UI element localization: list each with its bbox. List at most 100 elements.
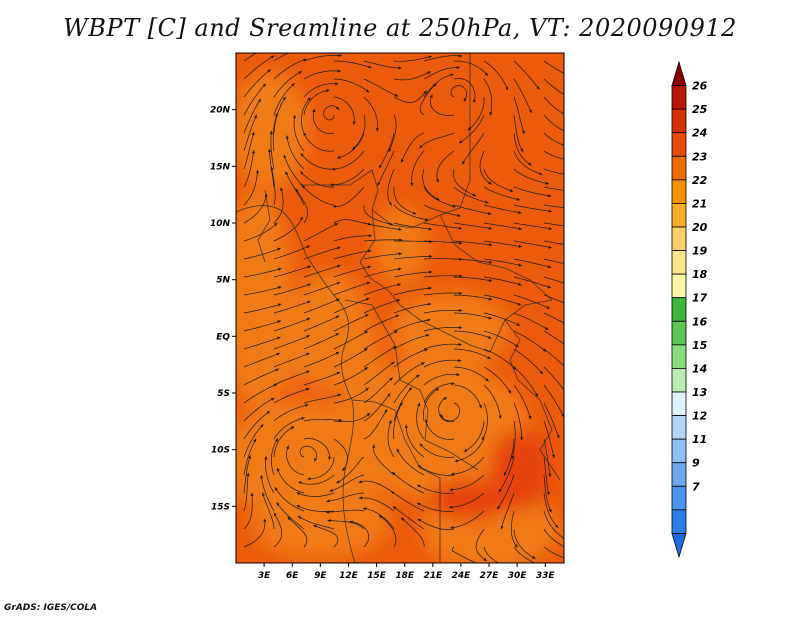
temperature-patch — [250, 480, 390, 560]
colorbar-swatch — [671, 273, 687, 299]
streamline — [416, 484, 455, 494]
streamline — [498, 456, 515, 493]
streamline-arrow — [433, 83, 437, 87]
streamline-arrow — [276, 502, 280, 506]
streamline — [543, 96, 564, 115]
streamline — [513, 528, 536, 560]
streamline-arrow — [529, 109, 532, 113]
streamline — [243, 193, 267, 224]
map-area — [236, 45, 582, 571]
streamline-arrow — [275, 438, 278, 442]
streamline-arrow — [389, 377, 393, 381]
streamline — [243, 518, 266, 548]
streamline-arrow — [401, 517, 405, 521]
streamline-arrow — [579, 208, 582, 211]
streamline-arrow — [571, 549, 575, 552]
streamline-arrow — [384, 409, 388, 413]
streamline-arrow — [328, 456, 331, 460]
streamline-arrow — [306, 245, 310, 249]
streamline-arrow — [509, 568, 513, 571]
streamline — [453, 258, 493, 264]
x-tick-label: 33E — [536, 571, 556, 581]
streamline — [396, 448, 425, 476]
streamline-arrow — [280, 187, 284, 191]
streamline-arrow — [515, 344, 519, 348]
streamline — [422, 168, 440, 201]
streamline-arrow — [303, 132, 307, 136]
streamline-arrow — [545, 326, 549, 330]
streamline — [436, 150, 455, 183]
streamline — [453, 204, 492, 215]
colorbar-label: 16 — [692, 315, 708, 328]
streamline-arrow — [388, 148, 392, 152]
streamline — [513, 222, 552, 230]
streamline — [543, 186, 564, 191]
chart-title: WBPT [C] and Sreamline at 250hPa, VT: 20… — [63, 14, 737, 42]
streamline — [333, 235, 372, 242]
streamline — [243, 222, 278, 242]
streamline-arrow — [419, 145, 423, 149]
y-axis: 20N 15N 10N 5N EQ 5S 10S 15S — [210, 106, 236, 512]
streamline — [333, 281, 371, 296]
streamline-arrow — [483, 558, 487, 562]
streamline-arrow — [397, 283, 401, 287]
streamline-arrow — [498, 415, 502, 419]
streamline — [273, 83, 295, 116]
streamline — [543, 348, 564, 367]
streamline — [423, 73, 454, 98]
streamline-arrow — [518, 210, 522, 214]
streamline — [273, 426, 295, 458]
streamline-arrow — [277, 320, 281, 324]
streamline — [543, 114, 564, 132]
streamline — [363, 60, 402, 69]
y-tick-label: 15N — [210, 162, 231, 172]
streamline-arrow — [275, 368, 279, 372]
streamline — [543, 456, 550, 496]
streamline-arrow — [395, 314, 399, 318]
streamline-arrow — [425, 419, 428, 423]
streamline-arrow — [285, 135, 289, 139]
streamline — [393, 90, 428, 103]
streamline — [243, 131, 255, 170]
streamline — [467, 96, 485, 131]
streamline-arrow — [306, 45, 309, 48]
streamline-arrow — [295, 188, 299, 192]
streamline-arrow — [314, 458, 317, 462]
streamline — [449, 492, 485, 508]
streamline-arrow — [366, 281, 371, 285]
streamline — [299, 445, 317, 462]
streamline — [243, 352, 281, 368]
streamline — [326, 492, 365, 502]
streamline — [387, 168, 395, 206]
streamline-arrow — [520, 148, 524, 152]
streamline — [243, 410, 271, 440]
streamline-arrow — [396, 299, 400, 303]
streamline — [303, 418, 343, 422]
streamline-arrow — [391, 491, 395, 495]
streamline-arrow — [401, 159, 404, 163]
streamline-arrow — [512, 366, 517, 370]
colorbar-label: 15 — [692, 339, 708, 352]
streamline — [423, 292, 463, 296]
streamline-arrow — [278, 267, 282, 271]
streamline — [333, 314, 369, 332]
streamline-arrow — [516, 323, 521, 326]
streamline — [423, 240, 463, 244]
streamline-arrow — [458, 226, 462, 230]
streamline — [327, 520, 365, 530]
streamline-arrow — [429, 94, 433, 98]
streamline — [303, 438, 330, 460]
streamline-arrow — [462, 161, 466, 165]
streamline — [423, 222, 463, 229]
temperature-patch — [390, 290, 510, 370]
streamline-arrow — [504, 472, 507, 476]
streamline — [262, 492, 275, 530]
streamline — [286, 135, 305, 170]
coastline — [236, 205, 356, 563]
streamline-arrow — [250, 492, 254, 496]
streamline-arrow — [488, 260, 493, 264]
streamline-arrow — [388, 420, 392, 424]
streamline-arrow — [424, 348, 428, 352]
streamline — [303, 298, 340, 314]
colorbar-swatch — [671, 297, 687, 322]
